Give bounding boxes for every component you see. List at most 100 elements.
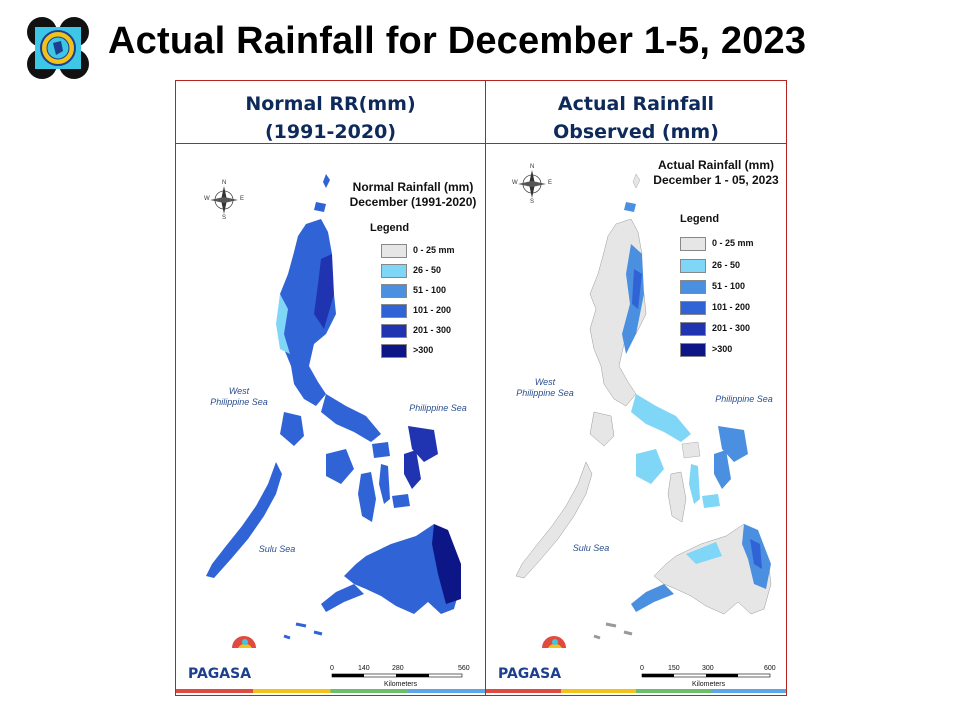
map-title-line: Actual Rainfall (mm): [657, 158, 774, 172]
masbate-island: [681, 441, 701, 459]
mindoro-island: [589, 411, 615, 447]
actual-rainfall-map: N S E W Actual Rainfall (mm) December 1 …: [486, 144, 786, 695]
bicol-peninsula: [631, 394, 691, 442]
pagasa-seal-icon: [25, 17, 91, 79]
scale-tick: 560: [458, 665, 470, 672]
scale-unit: Kilometers: [692, 681, 726, 688]
zamboanga-peninsula: [631, 584, 674, 612]
bohol-island: [392, 494, 410, 508]
legend-label: 26 - 50: [712, 260, 741, 270]
legend-label: 101 - 200: [413, 305, 452, 315]
map-title-line: Normal Rainfall (mm): [352, 180, 474, 194]
legend-swatch: [381, 284, 407, 298]
luzon-east-coast: [314, 254, 334, 329]
west-philippine-sea-label: West Philippine Sea: [204, 386, 274, 408]
batanes-islands: [323, 174, 330, 188]
mindanao-island: [653, 523, 772, 615]
map-title-line: December 1 - 05, 2023: [653, 173, 779, 187]
palawan-island: [206, 462, 282, 578]
scale-tick: 140: [358, 665, 370, 672]
mindoro-island: [280, 412, 304, 446]
legend-label: 101 - 200: [712, 302, 751, 312]
sea-label-line: West: [534, 377, 556, 387]
cebu-island: [379, 464, 390, 504]
mindanao-north: [686, 542, 722, 564]
compass-west: W: [512, 180, 518, 186]
legend-swatch: [680, 280, 706, 294]
map-title: Normal Rainfall (mm) December (1991-2020…: [348, 180, 478, 210]
legend-swatch: [381, 304, 407, 318]
scale-tick: 0: [330, 665, 334, 672]
negros-island: [358, 472, 376, 522]
legend-label: 51 - 100: [413, 285, 447, 295]
babuyan-islands: [624, 202, 636, 212]
compass-south: S: [530, 199, 535, 205]
map-title-line: December (1991-2020): [349, 195, 477, 209]
luzon-east-wet: [632, 269, 642, 309]
normal-rainfall-map-svg: [206, 174, 463, 678]
legend-label: >300: [712, 344, 733, 354]
heading-line: Normal RR(mm): [245, 93, 416, 115]
legend-label: 26 - 50: [413, 265, 442, 275]
batanes-islands: [632, 173, 641, 189]
legend-title: Legend: [680, 213, 720, 225]
legend-swatch: [680, 343, 706, 357]
sulu-archipelago: [283, 622, 323, 640]
compass-west: W: [204, 196, 210, 202]
scale-unit: Kilometers: [384, 681, 418, 688]
cebu-island: [689, 464, 700, 504]
scale-tick: 280: [392, 665, 404, 672]
mindanao-island: [344, 524, 461, 614]
heading-line: (1991-2020): [264, 121, 396, 143]
compass-east: E: [240, 196, 245, 202]
normal-rainfall-map: N S E W Normal Rainfall (mm) December (1…: [176, 144, 485, 695]
philippine-sea-label: Philippine Sea: [409, 403, 467, 413]
page-title: Actual Rainfall for December 1-5, 2023: [108, 20, 807, 62]
pagasa-logo-icon: [232, 636, 256, 648]
compass-icon: [210, 186, 238, 214]
legend-swatch: [381, 344, 407, 358]
normal-rainfall-heading: Normal RR(mm) (1991-2020): [176, 90, 485, 146]
legend-title: Legend: [370, 222, 410, 234]
compass-south: S: [222, 215, 227, 221]
legend-label: >300: [413, 345, 434, 355]
pagasa-wordmark: PAGASA: [188, 666, 252, 682]
leyte-island: [404, 450, 421, 489]
zamboanga-peninsula: [321, 584, 364, 612]
compass-icon: [518, 170, 546, 198]
pagasa-wordmark: PAGASA: [498, 666, 562, 682]
legend-swatch: [381, 264, 407, 278]
legend-label: 0 - 25 mm: [413, 245, 455, 255]
heading-line: Observed (mm): [553, 121, 719, 143]
sulu-sea-label: Sulu Sea: [258, 544, 296, 554]
sea-label-line: Philippine Sea: [210, 397, 268, 407]
palawan-island: [515, 461, 593, 579]
legend-label: 51 - 100: [712, 281, 746, 291]
compass-east: E: [548, 180, 553, 186]
panel-divider: [485, 80, 486, 696]
sulu-archipelago: [593, 622, 633, 640]
masbate-island: [372, 442, 390, 458]
scale-bar: [331, 673, 463, 678]
scale-bar: [641, 673, 771, 678]
legend-swatch: [680, 301, 706, 315]
bicol-peninsula: [321, 394, 381, 442]
compass-north: N: [530, 164, 535, 170]
compass-north: N: [222, 180, 227, 186]
heading-divider: [175, 143, 787, 144]
map-title: Actual Rainfall (mm) December 1 - 05, 20…: [651, 158, 781, 188]
babuyan-islands: [314, 202, 326, 212]
legend-label: 201 - 300: [712, 323, 751, 333]
mindanao-east: [432, 524, 461, 604]
legend-swatch: [680, 322, 706, 336]
panay-island: [326, 449, 354, 484]
legend-swatch: [680, 237, 706, 251]
legend-swatch: [381, 244, 407, 258]
scale-tick: 150: [668, 665, 680, 672]
brand-color-strip: [176, 689, 485, 693]
sea-label-line: Philippine Sea: [516, 388, 574, 398]
actual-rainfall-heading: Actual Rainfall Observed (mm): [486, 90, 786, 146]
negros-island: [667, 471, 687, 523]
luzon-west-coast: [276, 294, 290, 354]
sulu-sea-label: Sulu Sea: [572, 543, 610, 553]
